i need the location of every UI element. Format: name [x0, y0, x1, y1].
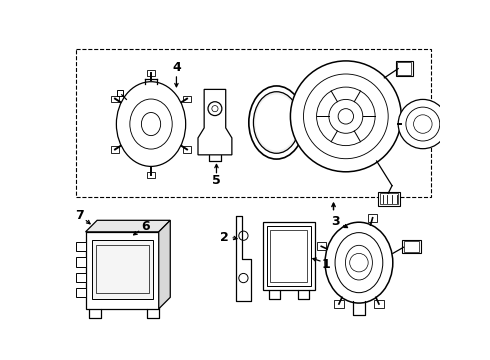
Bar — [111, 95, 119, 102]
Bar — [76, 49, 431, 197]
Text: 5: 5 — [212, 174, 221, 187]
Bar — [378, 192, 400, 206]
Bar — [334, 300, 343, 308]
Bar — [92, 239, 153, 299]
Bar — [404, 241, 419, 252]
Text: 3: 3 — [332, 215, 340, 228]
Bar — [76, 242, 86, 251]
Bar — [183, 95, 191, 102]
Bar — [267, 226, 311, 286]
Ellipse shape — [253, 92, 300, 153]
Circle shape — [291, 61, 401, 172]
Text: 6: 6 — [141, 220, 150, 233]
Polygon shape — [159, 220, 171, 309]
Bar — [317, 243, 326, 250]
Polygon shape — [86, 232, 159, 309]
Bar — [380, 193, 398, 204]
Bar — [263, 222, 315, 289]
Ellipse shape — [325, 222, 393, 303]
Bar — [76, 288, 86, 297]
Text: 7: 7 — [75, 209, 84, 222]
Bar — [76, 273, 86, 282]
Bar — [147, 172, 155, 178]
Bar — [374, 300, 384, 308]
Bar — [117, 90, 123, 96]
Bar — [270, 230, 307, 282]
Text: 2: 2 — [220, 231, 228, 244]
Bar — [147, 70, 155, 76]
Bar — [396, 61, 413, 76]
Bar — [76, 257, 86, 266]
Polygon shape — [86, 220, 171, 232]
Ellipse shape — [255, 94, 298, 150]
Text: 4: 4 — [172, 61, 181, 74]
Bar — [183, 147, 191, 153]
Circle shape — [398, 99, 447, 149]
Bar — [97, 245, 149, 293]
Bar — [402, 239, 420, 253]
Bar — [368, 214, 377, 222]
Text: 1: 1 — [321, 258, 330, 271]
Bar — [111, 147, 119, 153]
Bar — [397, 62, 411, 75]
Ellipse shape — [249, 86, 304, 159]
